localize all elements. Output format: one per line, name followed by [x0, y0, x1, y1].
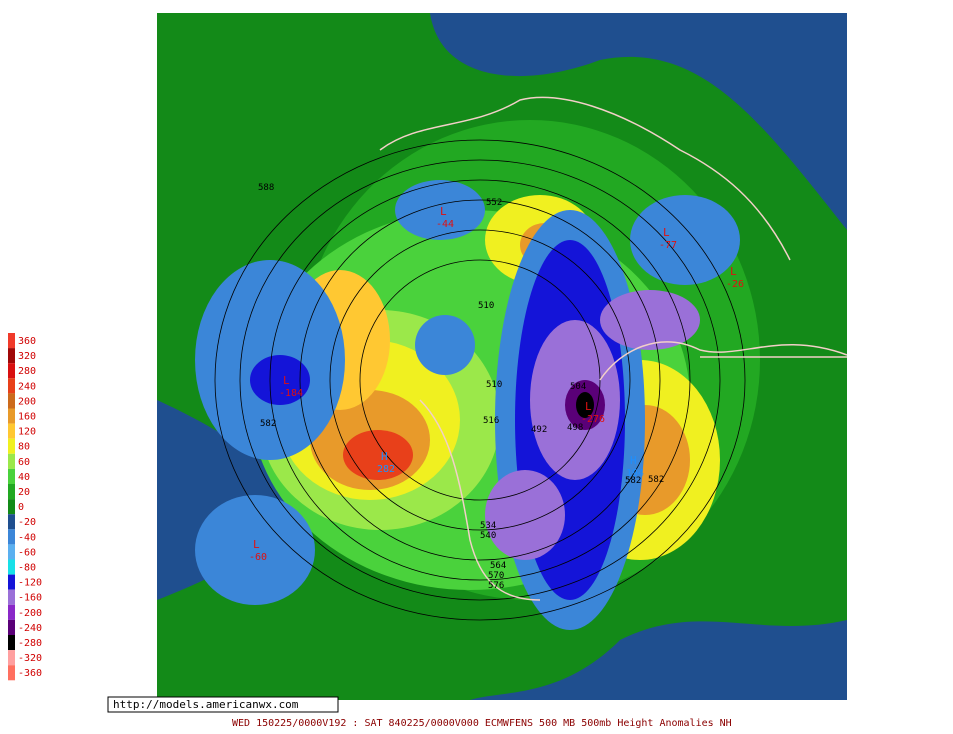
- url: http://models.americanwx.com: [113, 698, 299, 711]
- legend-swatch: [8, 438, 15, 454]
- legend-swatch: [8, 589, 15, 605]
- contour-label: 588: [258, 183, 274, 193]
- contour-label: 564: [490, 561, 506, 571]
- center-value: 194: [626, 468, 644, 479]
- center-value: 282: [377, 464, 395, 475]
- contour-label: 582: [625, 476, 641, 486]
- legend-swatch: [8, 665, 15, 681]
- center-value: -26: [726, 279, 744, 290]
- contour-label: 516: [483, 416, 499, 426]
- footer: WED 150225/0000V192 : SAT 840225/0000V00…: [232, 718, 732, 729]
- legend-label: 120: [18, 427, 36, 438]
- contour-label: 534: [480, 521, 496, 531]
- contour-label: 582: [260, 419, 276, 429]
- legend-label: 280: [18, 366, 36, 377]
- legend-label: 240: [18, 381, 36, 392]
- legend-label: -60: [18, 547, 36, 558]
- legend-swatch: [8, 650, 15, 666]
- legend-label: 40: [18, 472, 30, 483]
- contour-label: 510: [486, 380, 502, 390]
- legend-swatch: [8, 423, 15, 439]
- legend-label: 320: [18, 351, 36, 362]
- legend-swatch: [8, 619, 15, 635]
- contour-label: 582: [648, 475, 664, 485]
- center-letter: L: [440, 205, 447, 218]
- legend-label: 160: [18, 412, 36, 423]
- legend-swatch: [8, 574, 15, 590]
- legend-swatch: [8, 453, 15, 469]
- legend-label: -360: [18, 668, 42, 679]
- legend-swatch: [8, 484, 15, 500]
- legend-label: 80: [18, 442, 30, 453]
- coastlines: [379, 96, 848, 601]
- legend-label: -280: [18, 638, 42, 649]
- contour-label: 504: [570, 382, 586, 392]
- legend-label: 360: [18, 336, 36, 347]
- center-value: -77: [659, 240, 677, 251]
- legend-label: -240: [18, 623, 42, 634]
- anomaly-field: [157, 13, 847, 700]
- center-value: -276: [581, 414, 605, 425]
- legend-label: -20: [18, 517, 36, 528]
- legend-swatch: [8, 499, 15, 515]
- center-letter: H: [381, 450, 388, 463]
- center-value: -184: [279, 388, 303, 399]
- legend-label: 20: [18, 487, 30, 498]
- legend-label: -160: [18, 593, 42, 604]
- legend-label: 200: [18, 396, 36, 407]
- legend-swatch: [8, 333, 15, 349]
- legend-swatch: [8, 635, 15, 651]
- legend-swatch: [8, 408, 15, 424]
- contour-label: 552: [486, 198, 502, 208]
- legend-swatch: [8, 529, 15, 545]
- url-box: [107, 696, 339, 713]
- contour-label: 576: [488, 581, 504, 591]
- contour-label: 510: [478, 301, 494, 311]
- legend-label: 60: [18, 457, 30, 468]
- contour-label: 540: [480, 531, 496, 541]
- center-letter: L: [253, 538, 260, 551]
- legend-swatch: [8, 468, 15, 484]
- legend-swatch: [8, 348, 15, 364]
- center-letter: L: [585, 400, 592, 413]
- legend-label: -320: [18, 653, 42, 664]
- legend-swatch: [8, 544, 15, 560]
- legend-swatch: [8, 378, 15, 394]
- contour-label: 570: [488, 571, 504, 581]
- center-value: -60: [249, 552, 267, 563]
- legend-swatch: [8, 559, 15, 575]
- legend-swatch: [8, 393, 15, 409]
- center-letter: H: [630, 454, 637, 467]
- legend-swatch: [8, 604, 15, 620]
- legend: 360320280240200160120806040200-20-40-60-…: [8, 333, 42, 681]
- legend-swatch: [8, 514, 15, 530]
- legend-label: 0: [18, 502, 24, 513]
- contour-label: 498: [567, 423, 583, 433]
- center-letter: L: [730, 265, 737, 278]
- legend-label: -200: [18, 608, 42, 619]
- center-value: -44: [436, 219, 454, 230]
- contour-label: 492: [531, 425, 547, 435]
- center-letter: L: [663, 226, 670, 239]
- center-letter: L: [283, 374, 290, 387]
- legend-swatch: [8, 363, 15, 379]
- legend-label: -40: [18, 532, 36, 543]
- legend-label: -120: [18, 578, 42, 589]
- legend-label: -80: [18, 563, 36, 574]
